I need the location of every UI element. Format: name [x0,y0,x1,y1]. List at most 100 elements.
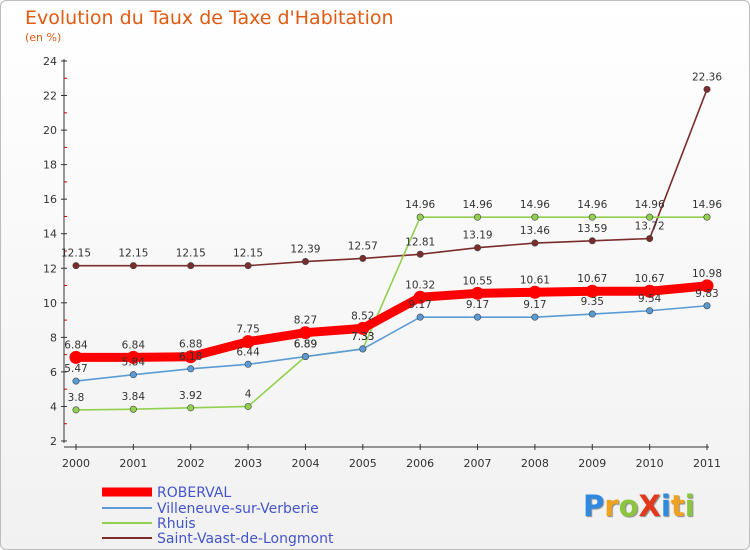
y-tick-label: 16 [43,193,57,206]
data-point [72,406,80,414]
x-tick-label: 2005 [349,457,377,470]
y-tick-label: 24 [43,55,57,68]
x-tick-label: 2011 [693,457,721,470]
data-label: 6.44 [236,346,260,358]
x-tick-label: 2006 [406,457,434,470]
legend-label: Villeneuve-sur-Verberie [157,501,319,517]
data-label: 13.19 [463,230,493,242]
data-point [588,237,596,245]
legend-label: Rhuis [157,516,196,532]
data-label: 3.92 [179,390,202,402]
data-label: 14.96 [520,199,550,211]
data-point [301,353,309,361]
data-point [588,310,596,318]
data-label: 12.15 [118,248,148,260]
series-line-roberval [71,281,712,362]
data-label: 12.57 [348,240,378,252]
data-label: 12.15 [61,248,91,260]
data-label: 7.33 [351,331,374,343]
data-label: 6.18 [179,351,202,363]
data-point [72,377,80,385]
y-tick-label: 22 [43,90,57,103]
data-label: 4 [245,388,252,400]
x-tick-label: 2002 [177,457,205,470]
data-point [474,244,482,252]
data-label: 10.98 [692,268,722,280]
x-tick-label: 2003 [234,457,262,470]
logo-letter: i [660,489,671,523]
data-point [126,350,140,364]
data-label: 12.81 [405,236,435,248]
data-label: 6.89 [294,339,317,351]
data-point [646,213,654,221]
data-label: 9.83 [695,288,718,300]
data-point [244,262,252,270]
data-point [129,262,137,270]
series-line-rhuis [75,216,708,411]
data-label: 14.96 [405,199,435,211]
x-tick-label: 2010 [636,457,664,470]
data-label: 10.67 [635,273,665,285]
data-label: 5.47 [64,363,87,375]
data-point [244,360,252,368]
y-tick-label: 8 [50,331,57,344]
chart-title: Evolution du Taux de Taxe d'Habitation [25,7,394,29]
data-label: 6.88 [179,339,202,351]
y-tick-label: 14 [43,228,57,241]
data-label: 3.84 [122,391,146,403]
legend-label: ROBERVAL [157,485,231,501]
data-point [646,307,654,315]
data-point [703,213,711,221]
data-point [531,239,539,247]
data-label: 6.84 [122,339,146,351]
data-point [700,279,714,293]
y-tick-label: 10 [43,297,57,310]
data-label: 13.72 [635,221,665,233]
data-point [474,213,482,221]
data-label: 13.46 [520,225,550,237]
y-tick-label: 6 [50,366,57,379]
data-label: 9.17 [466,299,489,311]
data-point [359,254,367,262]
data-point [356,321,370,335]
data-point [241,335,255,349]
data-label: 5.84 [122,357,146,369]
x-tick-label: 2007 [464,457,492,470]
data-label: 9.17 [408,299,431,311]
logo-letter: o [618,489,639,523]
data-label: 7.75 [236,324,259,336]
data-point [72,262,80,270]
data-label: 10.61 [520,274,550,286]
data-point [413,290,427,304]
data-point [244,402,252,410]
data-point [416,250,424,258]
data-label: 3.8 [68,392,85,404]
data-point [643,284,657,298]
data-point [703,85,711,93]
logo-letter: X [638,489,661,523]
data-label: 6.84 [64,339,88,351]
data-label: 6.89 [294,339,317,351]
data-label: 12.15 [176,248,206,260]
logo-letter: i [684,489,695,523]
data-label: 10.55 [463,275,493,287]
logo-letter: P [583,489,605,523]
data-label: 14.96 [692,199,722,211]
data-label: 10.67 [577,273,607,285]
data-label: 12.15 [233,248,263,260]
data-label: 12.39 [290,244,320,256]
data-point [703,302,711,310]
x-tick-label: 2000 [62,457,90,470]
y-tick-label: 20 [43,124,57,137]
y-tick-label: 4 [50,400,57,413]
data-point [187,404,195,412]
data-point [585,284,599,298]
logo-letter: r [604,489,619,523]
data-label: 14.96 [463,199,493,211]
data-point [187,365,195,373]
y-tick-label: 12 [43,262,57,275]
data-point [301,258,309,266]
data-point [471,286,485,300]
data-point [531,213,539,221]
